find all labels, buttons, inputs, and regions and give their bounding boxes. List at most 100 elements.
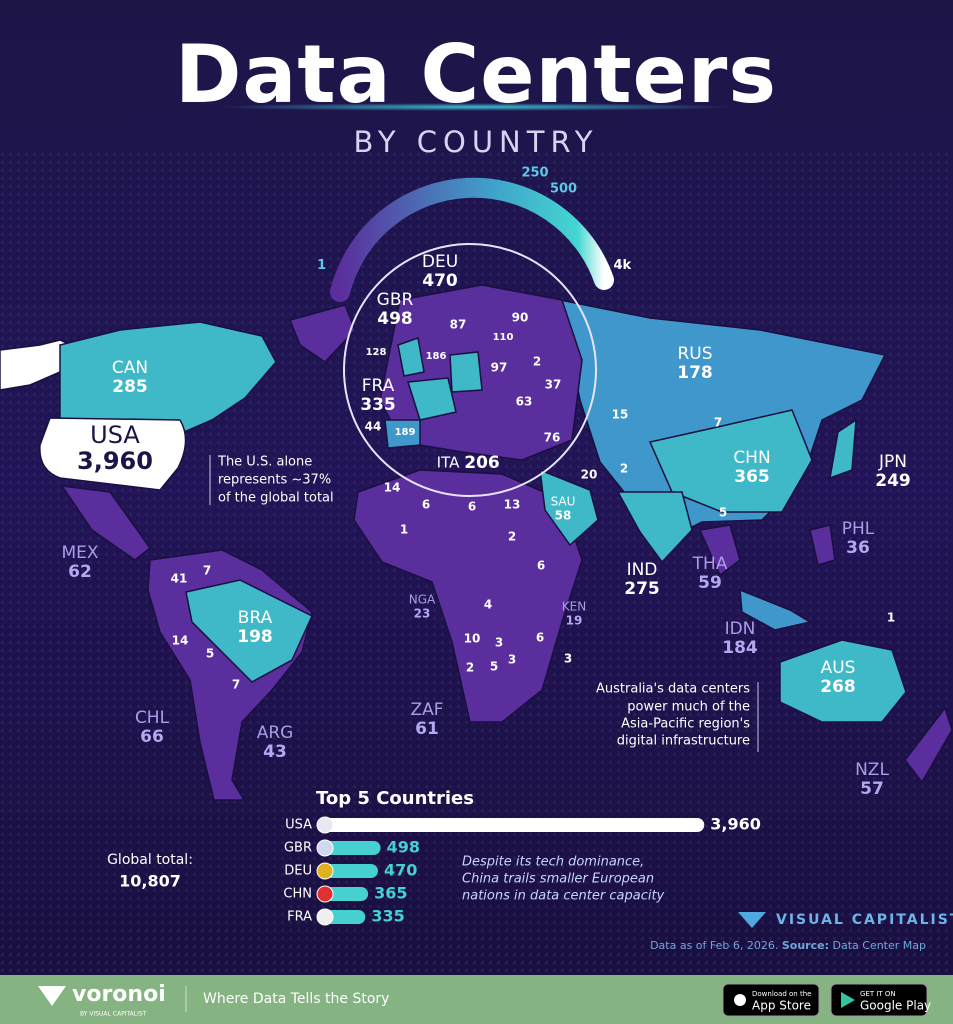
japan <box>829 418 857 480</box>
map-value: 97 <box>491 361 508 375</box>
map-value: 1 <box>400 523 408 537</box>
google-play-button[interactable] <box>830 983 928 1017</box>
bar-label: CHN <box>283 887 312 902</box>
flag <box>316 839 334 857</box>
usa-note: The U.S. alone represents ~37% of the gl… <box>209 455 334 506</box>
vc-logo: VISUAL CAPITALIST <box>738 912 953 928</box>
country-name: IDN <box>725 619 756 639</box>
map-value: 3 <box>495 636 503 650</box>
country-name: JPN <box>878 452 907 472</box>
title: Data Centers <box>175 28 777 121</box>
country-name: MEX <box>61 543 98 563</box>
map-value: 10 <box>464 632 481 646</box>
country-name: ITA <box>437 454 460 472</box>
country-name: CHN <box>733 448 770 468</box>
country-name: GBR <box>377 290 414 310</box>
bar <box>318 841 381 855</box>
app-store-text: App Store <box>752 999 811 1013</box>
map-value: 5 <box>490 660 498 674</box>
note-line: digital infrastructure <box>617 734 750 749</box>
country-value: 198 <box>237 627 273 647</box>
scale-tick-label: 4k <box>613 258 631 273</box>
note-line: China trails smaller European <box>462 872 654 887</box>
bar-label: USA <box>285 818 312 833</box>
global-total-label: Global total: <box>107 852 193 868</box>
scale-tick-label: 500 <box>550 181 577 196</box>
country-value: 36 <box>846 538 870 558</box>
bar-value: 3,960 <box>710 815 761 834</box>
bar-value: 498 <box>387 838 420 857</box>
country-name: NGA <box>409 593 436 607</box>
map-value: 2 <box>508 530 516 544</box>
country-value: 62 <box>68 562 92 582</box>
country-name: ARG <box>257 723 294 743</box>
global-total-value: 10,807 <box>119 872 181 891</box>
country-value: 249 <box>875 471 911 491</box>
app-store-button[interactable] <box>722 983 820 1017</box>
china-note: Despite its tech dominance, China trails… <box>462 855 665 904</box>
flag <box>316 885 334 903</box>
map-value: 1 <box>887 611 895 625</box>
note-line: nations in data center capacity <box>462 889 665 904</box>
country-name: THA <box>692 554 728 574</box>
map-value: 7 <box>232 678 240 692</box>
map-value: 6 <box>468 500 476 514</box>
map-value: 14 <box>172 634 189 648</box>
title-glow <box>216 103 736 111</box>
europe-zoom-ring <box>343 243 597 497</box>
indonesia <box>739 588 812 631</box>
map-value: 189 <box>395 427 416 438</box>
country-name: PHL <box>842 519 875 539</box>
bar <box>318 818 705 832</box>
flag <box>316 908 334 926</box>
country-value: 206 <box>464 453 500 473</box>
source-label: Source: <box>782 939 829 952</box>
country-value: 285 <box>112 377 148 397</box>
country-name: AUS <box>821 658 856 678</box>
map-value: 6 <box>536 631 544 645</box>
country-name: IND <box>627 560 658 580</box>
map-value: 3 <box>564 652 572 666</box>
country-name: ZAF <box>410 700 443 720</box>
scale-tick-label: 1 <box>317 258 326 273</box>
country-name: USA <box>90 421 140 449</box>
thailand <box>698 524 741 577</box>
map-value: 6 <box>422 498 430 512</box>
note-line: power much of the <box>627 700 750 715</box>
map-value: 41 <box>171 572 188 586</box>
map-value: 2 <box>620 462 628 476</box>
source-name: Data Center Map <box>833 939 927 952</box>
map-value: 20 <box>581 468 598 482</box>
google-play-text: Google Play <box>860 999 931 1013</box>
date-note: Data as of Feb 6, 2026. <box>650 939 778 952</box>
country-name: CAN <box>112 358 148 378</box>
germany <box>449 351 483 393</box>
bar-value: 470 <box>384 861 417 880</box>
tagline: Where Data Tells the Story <box>203 991 389 1007</box>
country-value: 335 <box>360 395 396 415</box>
map-value: 7 <box>714 416 722 430</box>
country-value: 178 <box>677 363 713 383</box>
country-name: DEU <box>422 252 458 272</box>
bar-label: DEU <box>284 864 312 879</box>
country-value: 57 <box>860 779 884 799</box>
country-name: SAU <box>551 495 576 509</box>
voronoi-logo: voronoi <box>72 982 166 1007</box>
country-value: 365 <box>734 467 770 487</box>
country-value: 184 <box>722 638 758 658</box>
philippines <box>809 524 836 566</box>
map-value: 128 <box>366 347 387 358</box>
country-value: 498 <box>377 309 413 329</box>
note-line: Asia-Pacific region's <box>621 717 750 732</box>
bar-label: GBR <box>284 841 312 856</box>
top5-bars: USA 3,960 GBR 498 DEU 470 CHN 365 FRA 335 <box>283 815 761 926</box>
map-value: 6 <box>537 559 545 573</box>
map-value: 76 <box>544 431 561 445</box>
vc-mark <box>738 912 766 928</box>
australia <box>779 639 907 723</box>
map-value: 37 <box>545 378 562 392</box>
map-value: 5 <box>206 647 214 661</box>
